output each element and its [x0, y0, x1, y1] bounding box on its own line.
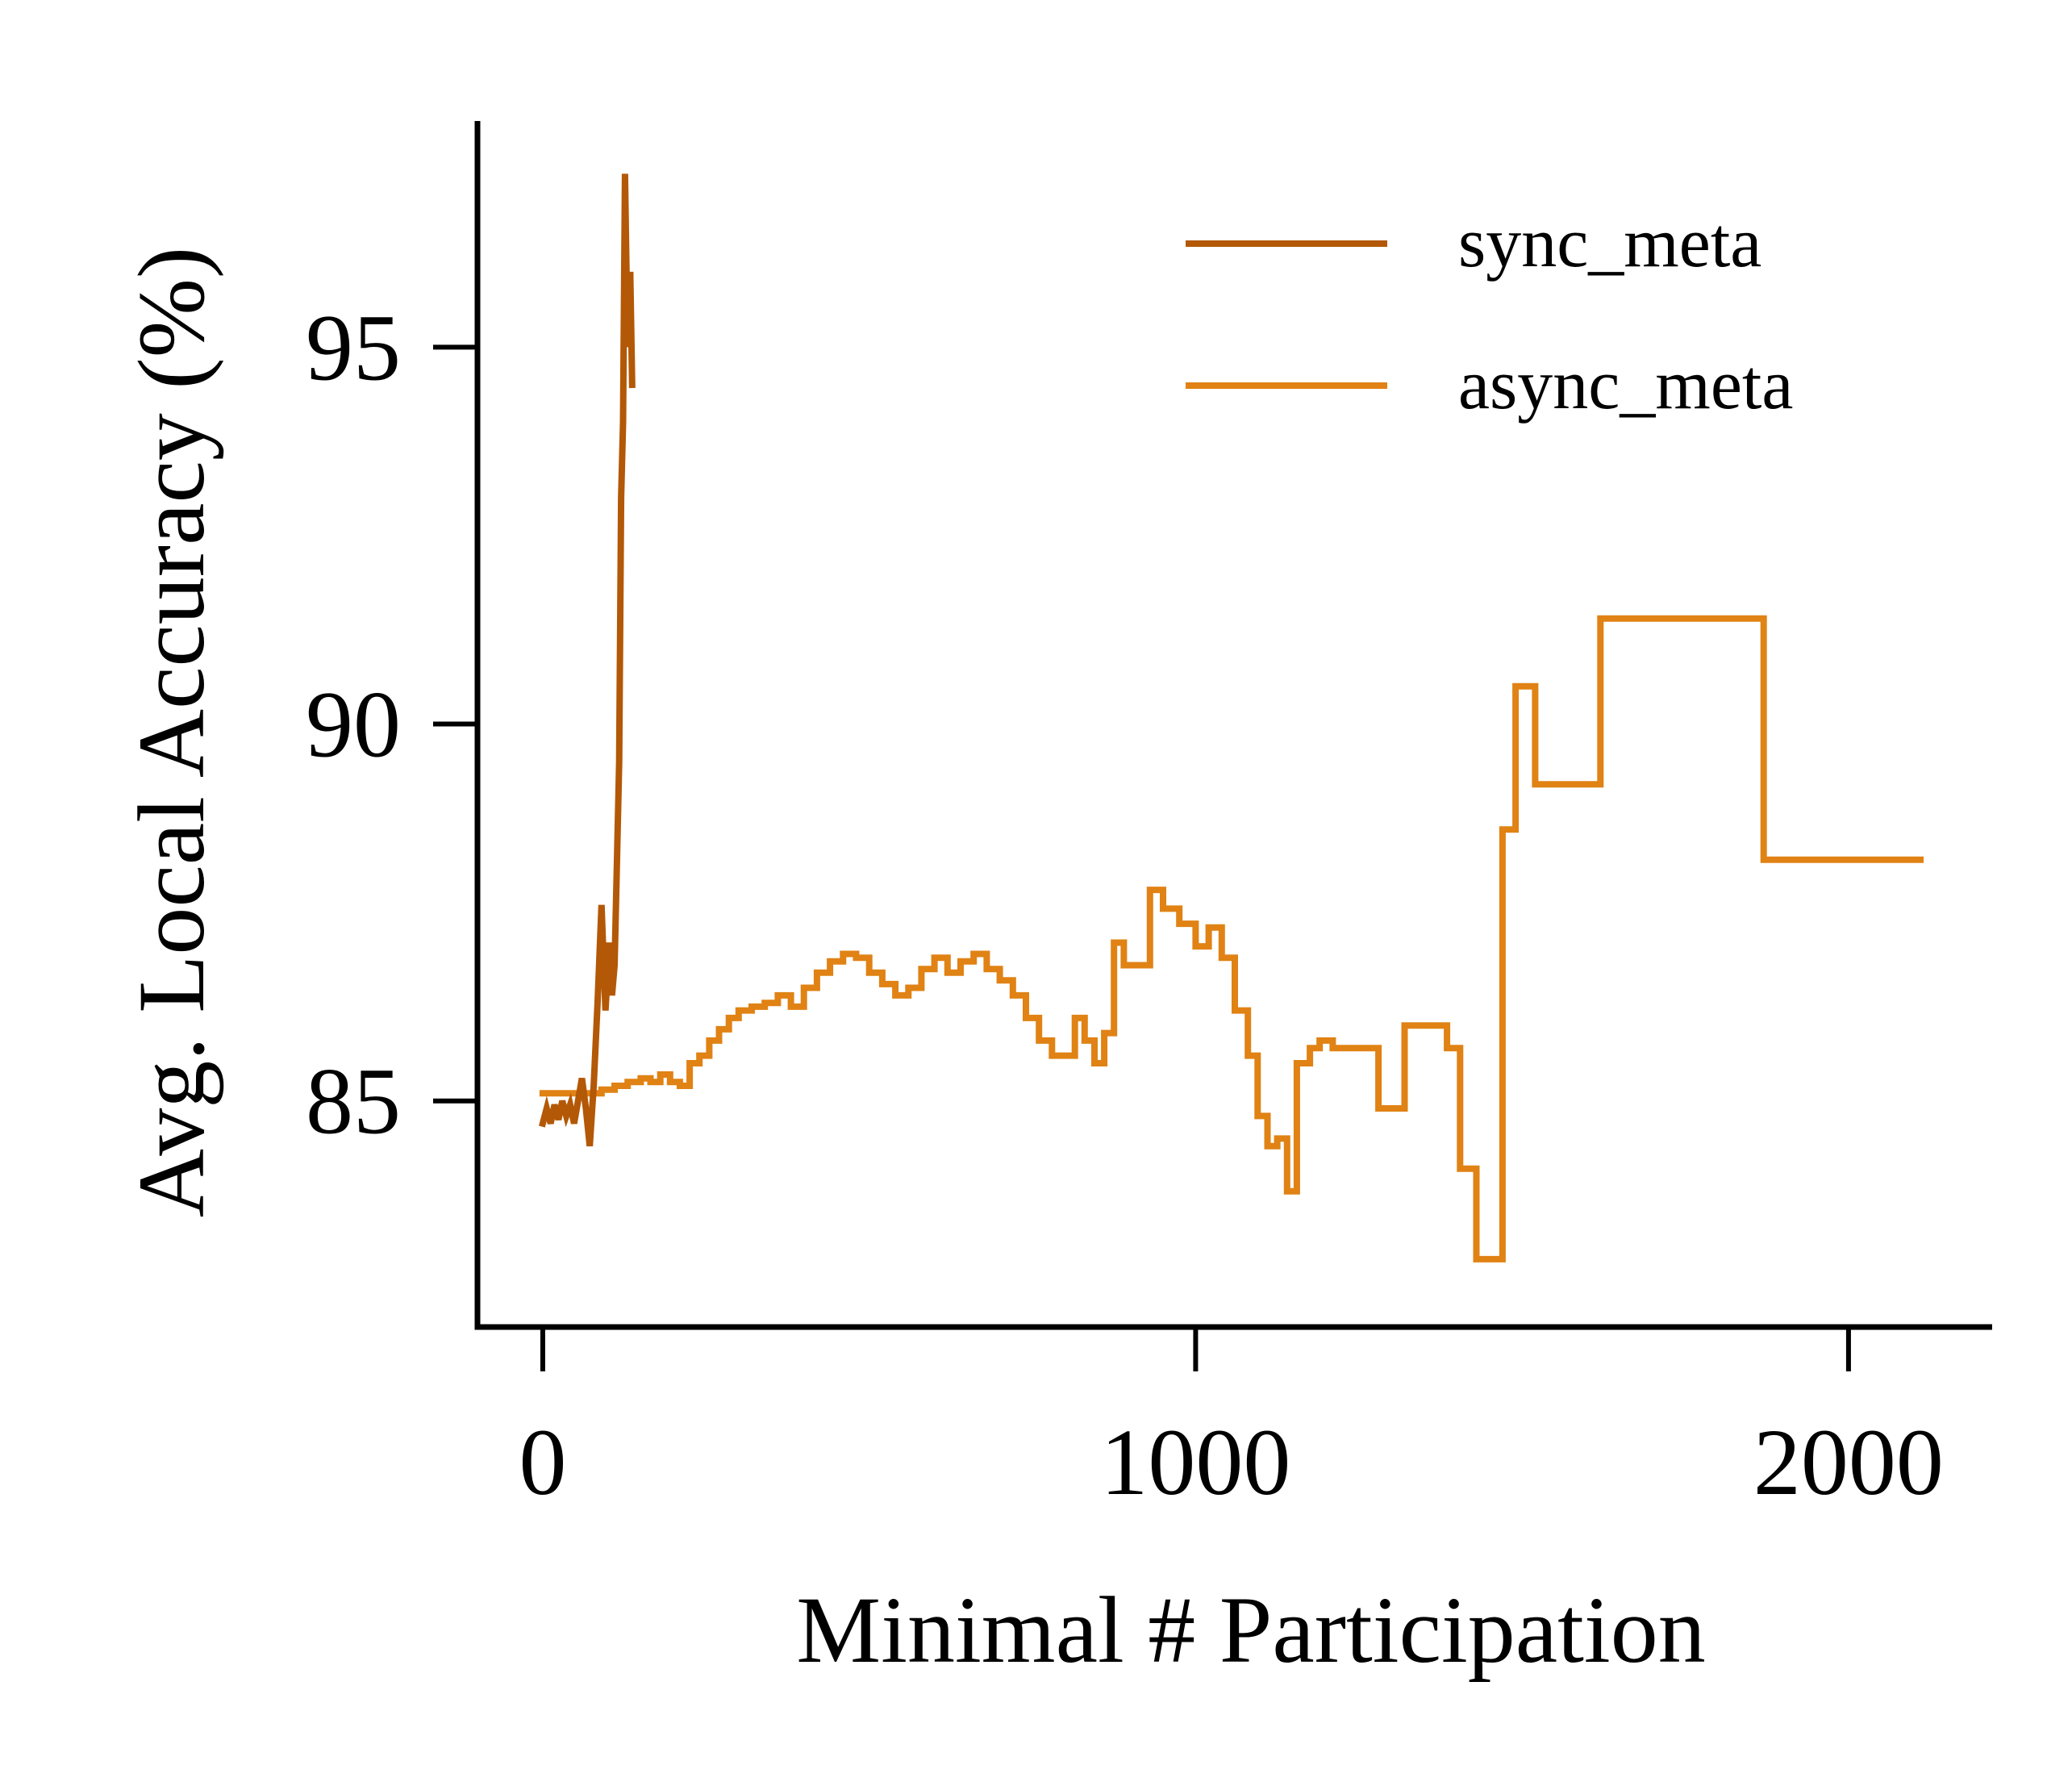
y-tick-label: 95 [306, 294, 401, 400]
series-line-sync-meta [539, 173, 636, 1147]
series-line-async-meta [539, 615, 1924, 1262]
series-layer [539, 173, 1924, 1262]
x-tick-label: 0 [519, 1409, 566, 1515]
y-tick-label: 85 [306, 1049, 401, 1154]
legend-label-sync-meta: sync_meta [1458, 204, 1761, 282]
y-tick-label: 90 [306, 672, 401, 778]
y-axis-title: Avg. Local Accuracy (%) [119, 247, 224, 1217]
y-axis-ticks: 85 90 95 [306, 294, 477, 1154]
x-axis-title: Minimal # Participation [796, 1577, 1705, 1683]
x-tick-label: 1000 [1100, 1409, 1290, 1515]
x-axis-ticks: 0 1000 2000 [519, 1327, 1944, 1515]
x-tick-label: 2000 [1753, 1409, 1944, 1515]
legend-label-async-meta: async_meta [1458, 346, 1793, 424]
legend: sync_meta async_meta [1186, 204, 1793, 424]
